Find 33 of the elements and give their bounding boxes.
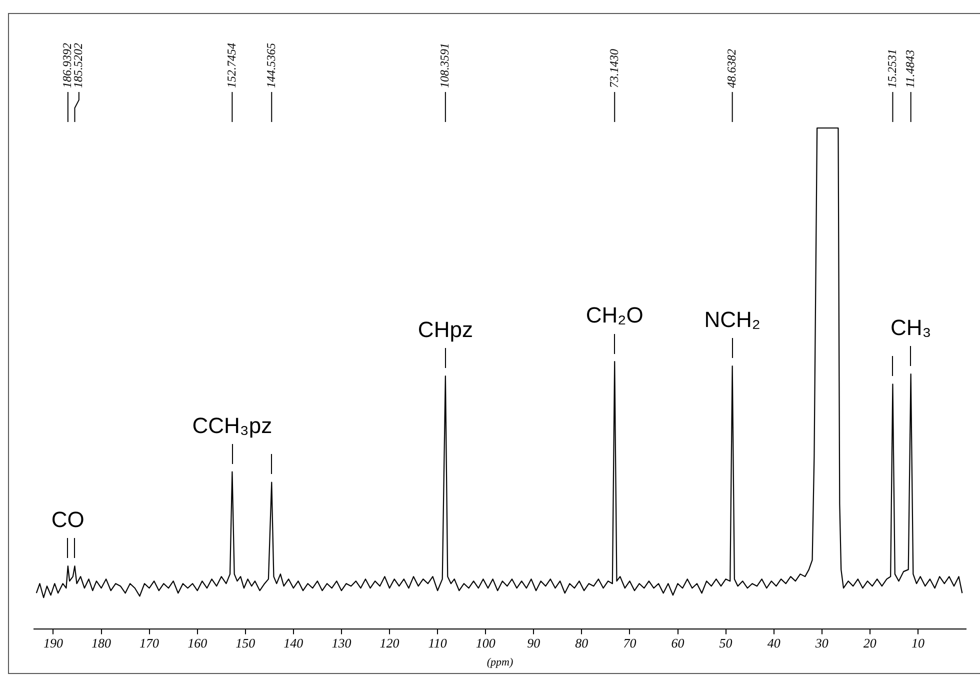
annotation: CO: [51, 507, 84, 532]
x-axis-title: (ppm): [486, 656, 514, 668]
annotation: CH₂O: [586, 302, 644, 328]
x-tick-label: 100: [476, 635, 496, 650]
annotation: CHpz: [418, 317, 473, 342]
x-tick-label: 80: [575, 635, 589, 650]
x-tick-label: 180: [92, 635, 112, 650]
annotation: 108.3591: [438, 43, 452, 88]
x-tick-label: 110: [428, 635, 448, 650]
x-tick-label: 70: [623, 635, 637, 650]
annotation: 48.6382: [724, 49, 738, 88]
x-tick-label: 170: [140, 635, 160, 650]
annotation: 11.4843: [902, 50, 917, 88]
annotation: 73.1430: [606, 49, 621, 88]
annotation: CH₃: [890, 315, 932, 340]
x-tick-label: 150: [236, 635, 256, 650]
annotation: CCH₃pz: [192, 412, 272, 438]
x-tick-label: 50: [719, 635, 733, 650]
annotation: 152.7454: [224, 43, 238, 88]
x-tick-label: 30: [814, 635, 829, 650]
x-tick-label: 120: [380, 635, 400, 650]
x-tick-label: 130: [332, 635, 352, 650]
x-tick-label: 160: [188, 635, 208, 650]
x-tick-label: 40: [767, 635, 781, 650]
x-tick-label: 140: [284, 635, 304, 650]
x-tick-label: 60: [671, 635, 685, 650]
x-tick-label: 90: [527, 635, 541, 650]
annotation: NCH₂: [704, 307, 760, 332]
x-tick-label: 10: [911, 635, 925, 650]
x-tick-label: 190: [43, 635, 64, 650]
annotation: 15.2531: [884, 49, 899, 88]
x-tick-label: 20: [863, 635, 877, 650]
annotation: 144.5365: [264, 43, 278, 88]
